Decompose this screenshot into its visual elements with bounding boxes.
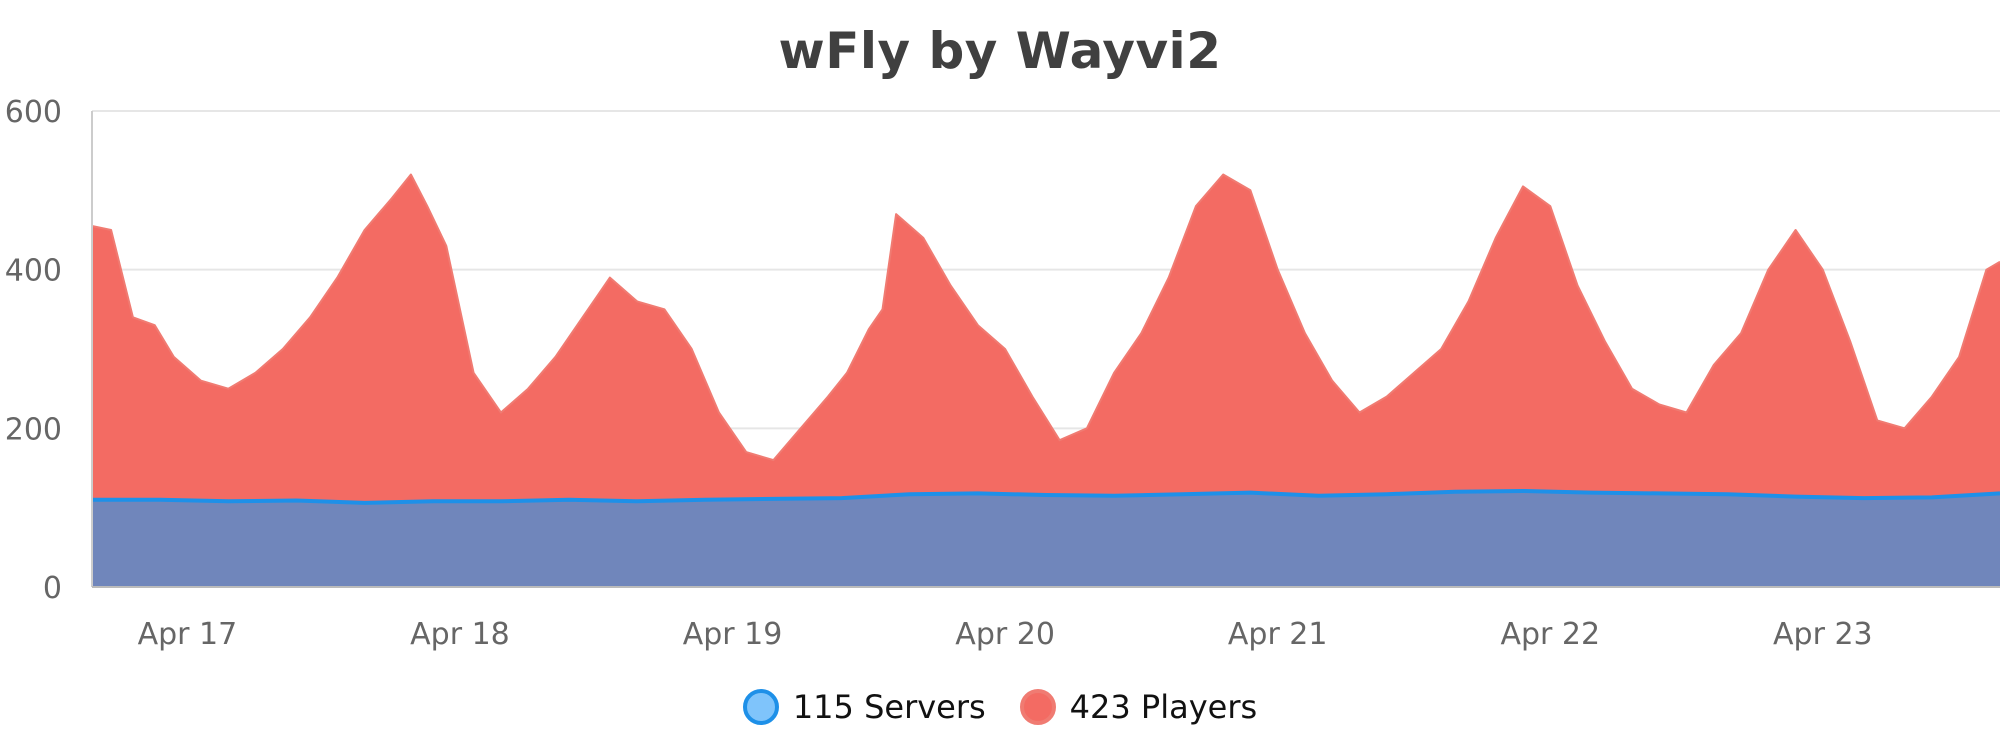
axis-layer: 0 200 400 600 Apr 17 Apr 18 Apr 19 Apr 20 Apr 21… xyxy=(5,95,2000,652)
x-tick-label: Apr 22 xyxy=(1500,617,1600,652)
legend-label-players: 423 Players xyxy=(1069,688,1258,726)
legend-label-servers: 115 Servers xyxy=(792,688,986,726)
x-tick-label: Apr 17 xyxy=(138,617,238,652)
y-tick-label: 200 xyxy=(5,412,62,447)
x-tick-label: Apr 20 xyxy=(955,617,1055,652)
servers-area xyxy=(92,491,2000,587)
y-tick-label: 400 xyxy=(5,254,62,289)
x-tick-label: Apr 23 xyxy=(1773,617,1873,652)
legend-item-servers[interactable]: 115 Servers xyxy=(742,688,986,726)
y-tick-label: 0 xyxy=(43,571,62,606)
x-tick-label: Apr 19 xyxy=(683,617,783,652)
series-layer xyxy=(91,173,2000,587)
servers-line xyxy=(92,489,2000,505)
legend: 115 Servers 423 Players xyxy=(0,688,2000,726)
legend-swatch-players xyxy=(1019,689,1056,725)
players-area xyxy=(92,174,2000,587)
legend-swatch-servers xyxy=(742,689,779,725)
players-line xyxy=(91,173,2000,462)
x-tick-label: Apr 21 xyxy=(1228,617,1328,652)
legend-item-players[interactable]: 423 Players xyxy=(1019,688,1258,726)
x-tick-label: Apr 18 xyxy=(410,617,510,652)
y-tick-label: 600 xyxy=(5,95,62,130)
chart-title: wFly by Wayvi2 xyxy=(778,22,1222,80)
